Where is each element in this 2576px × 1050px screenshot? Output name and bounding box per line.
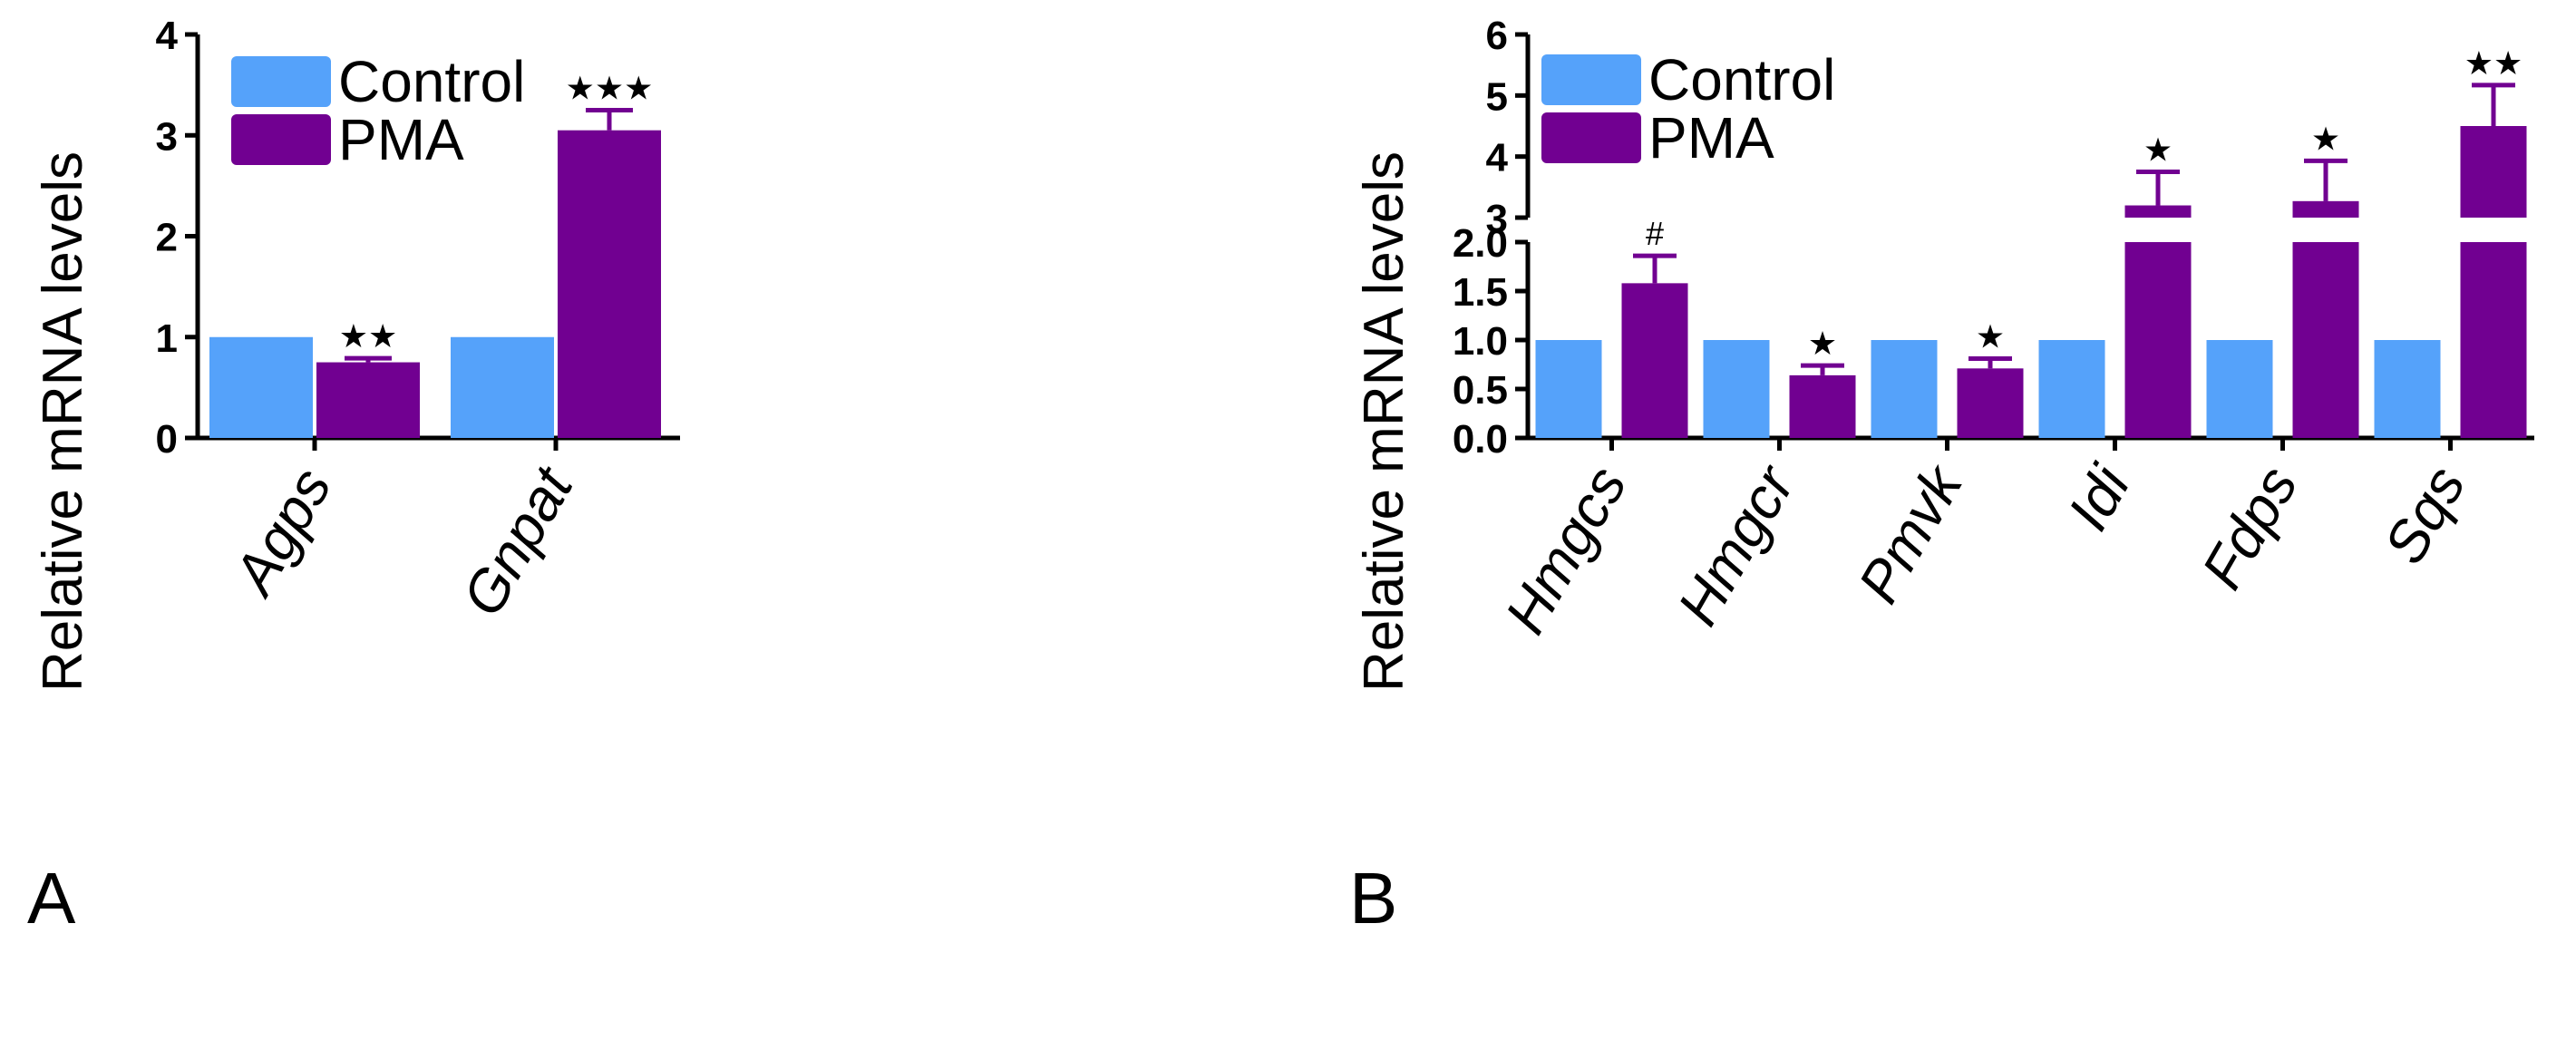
y-tick-label: 6: [1486, 14, 1508, 58]
bar-pma: [1957, 368, 2024, 438]
bar-control: [1703, 340, 1770, 438]
b-bars: #★ ★★ ★★★: [1535, 44, 2527, 438]
y-tick-label: 2.0: [1453, 221, 1508, 266]
y-tick-label: 1.0: [1453, 319, 1508, 364]
significance-label: ★★★: [566, 69, 654, 106]
legend-b: Control PMA: [1541, 47, 1835, 170]
legend-swatch-pma: [231, 114, 331, 165]
y-tick-label: 3: [1486, 197, 1508, 241]
x-tick-label: Hmgcs: [1492, 455, 1639, 644]
bar-pma-lower: [2292, 242, 2359, 438]
bar-pma-upper: [2460, 126, 2527, 218]
significance-label: ★★: [339, 317, 398, 355]
bar-pma: [558, 130, 661, 438]
y-tick-label: 4: [1486, 136, 1509, 180]
legend-label-control: Control: [1648, 47, 1835, 112]
bar-pma: [316, 362, 420, 438]
bar-control: [2038, 340, 2105, 438]
y-tick-label: 0.0: [1453, 417, 1508, 462]
x-tick-label: Pmvk: [1845, 452, 1976, 613]
y-tick-label: 0.5: [1453, 368, 1508, 413]
x-tick-label: Sqs: [2371, 455, 2477, 575]
legend-label-pma: PMA: [1648, 105, 1774, 170]
significance-label: ★: [1808, 325, 1837, 362]
y-tick-label: 1.5: [1453, 270, 1508, 315]
significance-label: ★: [1976, 318, 2005, 355]
significance-label: #: [1646, 215, 1664, 252]
bar-control: [451, 336, 554, 438]
x-tick-label: Hmgcr: [1665, 453, 1808, 637]
bar-control: [209, 336, 313, 438]
legend-swatch-pma: [1541, 112, 1641, 163]
panel-b: B Relative mRNA levels 0.00.51.01.52.03 4…: [1349, 14, 2534, 938]
bar-control: [1535, 340, 1602, 438]
bar-control: [1871, 340, 1938, 438]
bar-pma-upper: [2292, 200, 2359, 218]
y-axis-label-a: Relative mRNA levels: [32, 151, 94, 692]
significance-label: ★: [2311, 120, 2340, 157]
significance-label: ★: [2143, 131, 2173, 169]
y-tick-label: 5: [1486, 74, 1508, 119]
y-axis-label-b: Relative mRNA levels: [1353, 151, 1415, 692]
x-tick-label: Fdps: [2189, 455, 2309, 599]
bar-pma-lower: [2124, 242, 2192, 438]
bar-control: [2206, 340, 2273, 438]
bar-control: [2374, 340, 2441, 438]
significance-label: ★★: [2464, 44, 2523, 82]
panel-label-a: A: [27, 858, 76, 938]
y-tick-label: 2: [156, 216, 178, 260]
y-tick-label: 1: [156, 316, 178, 361]
panel-a: A Relative mRNA levels 0 1 2 3 4 Agps Gnpat ★★…: [27, 14, 680, 938]
legend-label-pma: PMA: [338, 107, 464, 172]
legend-label-control: Control: [338, 49, 525, 114]
legend-swatch-control: [1541, 54, 1641, 105]
y-tick-label: 0: [156, 417, 178, 462]
a-bars: ★★★★★: [209, 69, 661, 438]
bar-pma: [1789, 374, 1856, 438]
x-tick-label: Idi: [2055, 453, 2143, 540]
legend-a: Control PMA: [231, 49, 525, 172]
bar-pma: [1621, 283, 1688, 438]
bar-pma-lower: [2460, 242, 2527, 438]
y-tick-label: 3: [156, 114, 178, 159]
legend-swatch-control: [231, 56, 331, 107]
panel-label-b: B: [1349, 858, 1397, 938]
x-tick-label: Gnpat: [450, 455, 587, 627]
bar-pma-upper: [2124, 205, 2192, 218]
x-tick-label: Agps: [219, 457, 344, 608]
y-tick-label: 4: [156, 14, 179, 58]
